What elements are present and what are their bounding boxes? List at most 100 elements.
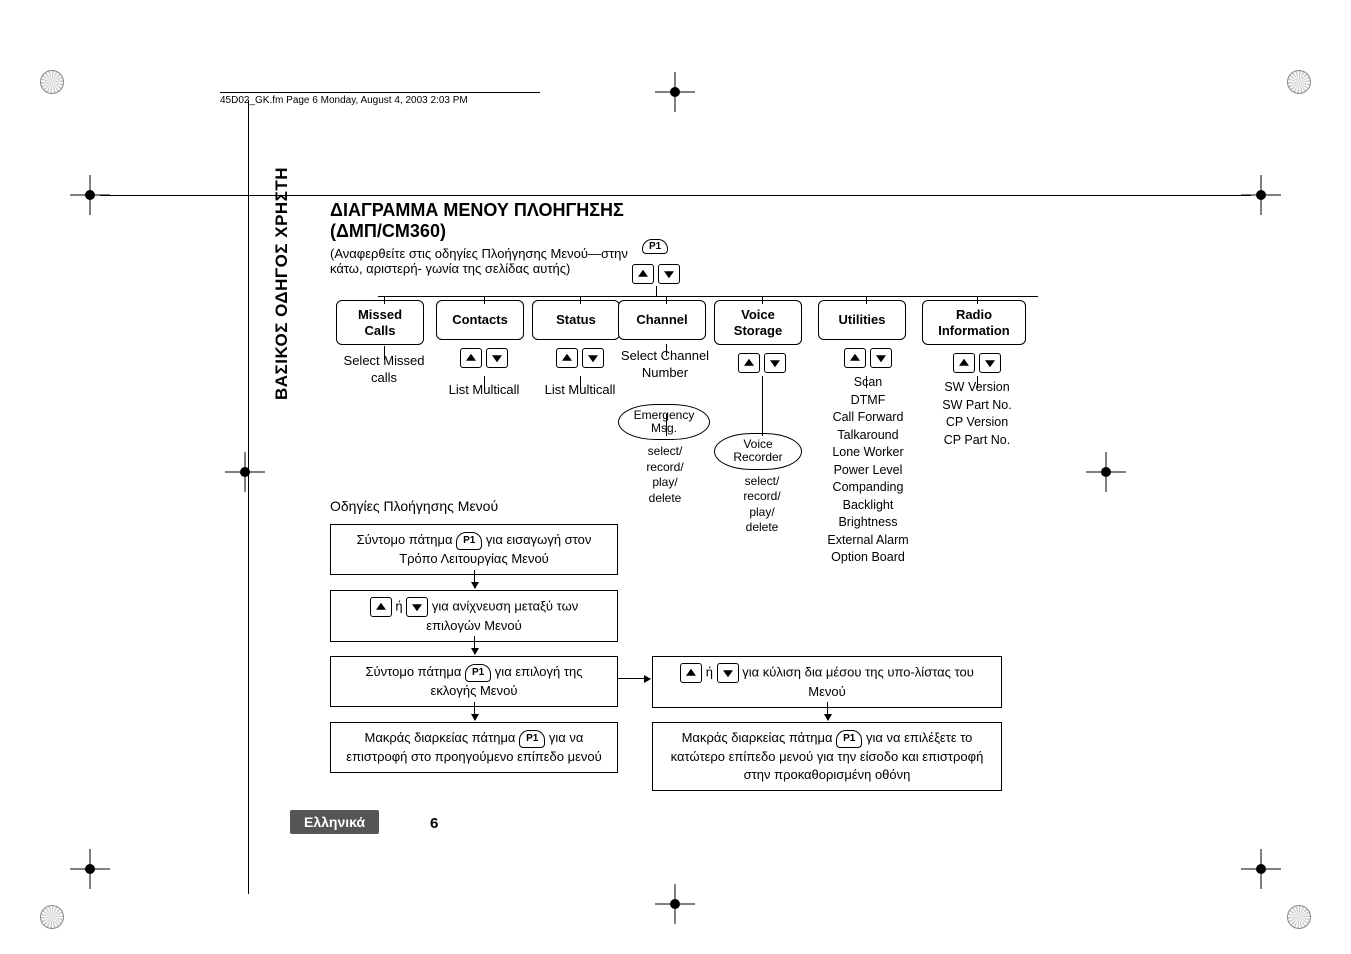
conn <box>762 296 763 304</box>
contacts-nav <box>436 348 532 368</box>
emergency-oval: Emergency Msg. <box>618 404 710 440</box>
reg-cross-mr <box>1086 452 1126 492</box>
up-arrow-icon <box>370 597 392 617</box>
p1-icon: P1 <box>642 239 668 254</box>
up-arrow-icon <box>460 348 482 368</box>
root-p1: P1 <box>642 238 668 254</box>
crop-line-l <box>248 100 249 894</box>
instr2-text-a: ή <box>392 598 406 613</box>
up-arrow-icon <box>632 264 654 284</box>
down-arrow-icon <box>486 348 508 368</box>
radio-info-list: SW Version SW Part No. CP Version CP Par… <box>922 379 1032 449</box>
col-missed-calls: Missed Calls Select Missed calls <box>336 300 432 387</box>
instr5-text-a: ή <box>702 664 716 679</box>
col-channel: Channel Select Channel Number Emergency … <box>618 300 712 507</box>
flow-3-4 <box>474 702 475 720</box>
root-arrows <box>632 264 680 284</box>
conn <box>580 376 581 390</box>
radio-nav <box>922 353 1032 373</box>
instr2-text-b: για ανίχνευση μεταξύ των επιλογών Μενού <box>426 598 578 633</box>
voice-recorder-oval: Voice Recorder <box>714 433 802 469</box>
status-nav <box>532 348 628 368</box>
instr4-text-a: Μακράς διαρκείας πάτημα <box>365 730 520 745</box>
utilities-nav <box>818 348 918 368</box>
col-utilities: Utilities Scan DTMF Call Forward Talkaro… <box>818 300 918 567</box>
conn <box>866 296 867 304</box>
down-arrow-icon <box>717 663 739 683</box>
conn <box>484 296 485 304</box>
voice-nav <box>714 353 810 373</box>
flow-1-2 <box>474 570 475 588</box>
menu-status: Status <box>532 300 620 340</box>
diagram-title-2: (ΔΜΠ/CM360) <box>330 221 1090 242</box>
up-arrow-icon <box>738 353 760 373</box>
footer-page-number: 6 <box>430 815 438 832</box>
reg-mark-tr <box>1287 70 1311 94</box>
conn <box>762 376 763 436</box>
up-arrow-icon <box>844 348 866 368</box>
instructions-title: Οδηγίες Πλοήγησης Μενού <box>330 498 498 514</box>
diagram-title-1: ΔΙΑΓΡΑΜΜΑ ΜΕΝΟΥ ΠΛΟΗΓΗΣΗΣ <box>330 200 1090 221</box>
instr5-text-b: για κύλιση δια μέσου της υπο-λίστας του … <box>739 664 974 699</box>
menu-connector-root-v <box>656 286 657 296</box>
menu-utilities: Utilities <box>818 300 906 340</box>
col-contacts: Contacts List Multicall <box>436 300 532 399</box>
up-arrow-icon <box>953 353 975 373</box>
menu-connector-h <box>378 296 1038 297</box>
menu-voice-storage: Voice Storage <box>714 300 802 345</box>
down-arrow-icon <box>870 348 892 368</box>
reg-cross-ml <box>225 452 265 492</box>
sidebar-title: ΒΑΣΙΚΟΣ ΟΔΗΓΟΣ ΧΡΗΣΤΗ <box>272 167 292 400</box>
col-radio-info: Radio Information SW Version SW Part No.… <box>922 300 1032 449</box>
col-voice-storage: Voice Storage Voice Recorder select/ rec… <box>714 300 810 536</box>
col-status: Status List Multicall <box>532 300 628 399</box>
reg-mark-tl <box>40 70 64 94</box>
instr6-text-a: Μακράς διαρκείας πάτημα <box>682 730 837 745</box>
voice-srpd: select/ record/ play/ delete <box>714 474 810 536</box>
footer-language: Ελληνικά <box>290 810 379 834</box>
conn <box>484 376 485 390</box>
channel-sub: Select Channel Number <box>618 348 712 382</box>
p1-icon: P1 <box>519 730 545 748</box>
down-arrow-icon <box>764 353 786 373</box>
menu-contacts: Contacts <box>436 300 524 340</box>
conn <box>666 296 667 304</box>
instr1-text-a: Σύντομο πάτημα <box>357 532 456 547</box>
down-arrow-icon <box>582 348 604 368</box>
emergency-srpd: select/ record/ play/ delete <box>618 444 712 506</box>
diagram-subtitle: (Αναφερθείτε στις οδηγίες Πλοήγησης Μενο… <box>330 246 640 276</box>
flow-3-5 <box>618 678 650 679</box>
flow-5-6 <box>827 702 828 720</box>
menu-radio-info: Radio Information <box>922 300 1026 345</box>
reg-cross-br <box>1241 849 1281 889</box>
up-arrow-icon <box>556 348 578 368</box>
utilities-list: Scan DTMF Call Forward Talkaround Lone W… <box>818 374 918 567</box>
down-arrow-icon <box>979 353 1001 373</box>
instr-box-6: Μακράς διαρκείας πάτημα P1 για να επιλέξ… <box>652 722 1002 791</box>
content-area: ΔΙΑΓΡΑΜΜΑ ΜΕΝΟΥ ΠΛΟΗΓΗΣΗΣ (ΔΜΠ/CM360) (Α… <box>330 200 1090 276</box>
conn <box>866 376 867 388</box>
conn <box>384 296 385 304</box>
p1-icon: P1 <box>465 664 491 682</box>
down-arrow-icon <box>658 264 680 284</box>
p1-icon: P1 <box>456 532 482 550</box>
page-header: 45D02_GK.fm Page 6 Monday, August 4, 200… <box>220 92 540 106</box>
flow-2-3 <box>474 636 475 654</box>
conn <box>977 376 978 388</box>
instr-box-2: ή για ανίχνευση μεταξύ των επιλογών Μενο… <box>330 590 618 642</box>
conn <box>666 344 667 356</box>
menu-channel: Channel <box>618 300 706 340</box>
conn <box>384 346 385 360</box>
instr3-text-a: Σύντομο πάτημα <box>366 664 465 679</box>
down-arrow-icon <box>406 597 428 617</box>
menu-missed-calls: Missed Calls <box>336 300 424 345</box>
reg-cross-tc <box>655 72 695 112</box>
p1-icon: P1 <box>836 730 862 748</box>
up-arrow-icon <box>680 663 702 683</box>
instr-box-1: Σύντομο πάτημα P1 για εισαγωγή στον Τρόπ… <box>330 524 618 575</box>
conn <box>580 296 581 304</box>
instr-box-5: ή για κύλιση δια μέσου της υπο-λίστας το… <box>652 656 1002 708</box>
conn <box>666 414 667 436</box>
instr-box-3: Σύντομο πάτημα P1 για επιλογή της εκλογή… <box>330 656 618 707</box>
reg-cross-bc <box>655 884 695 924</box>
